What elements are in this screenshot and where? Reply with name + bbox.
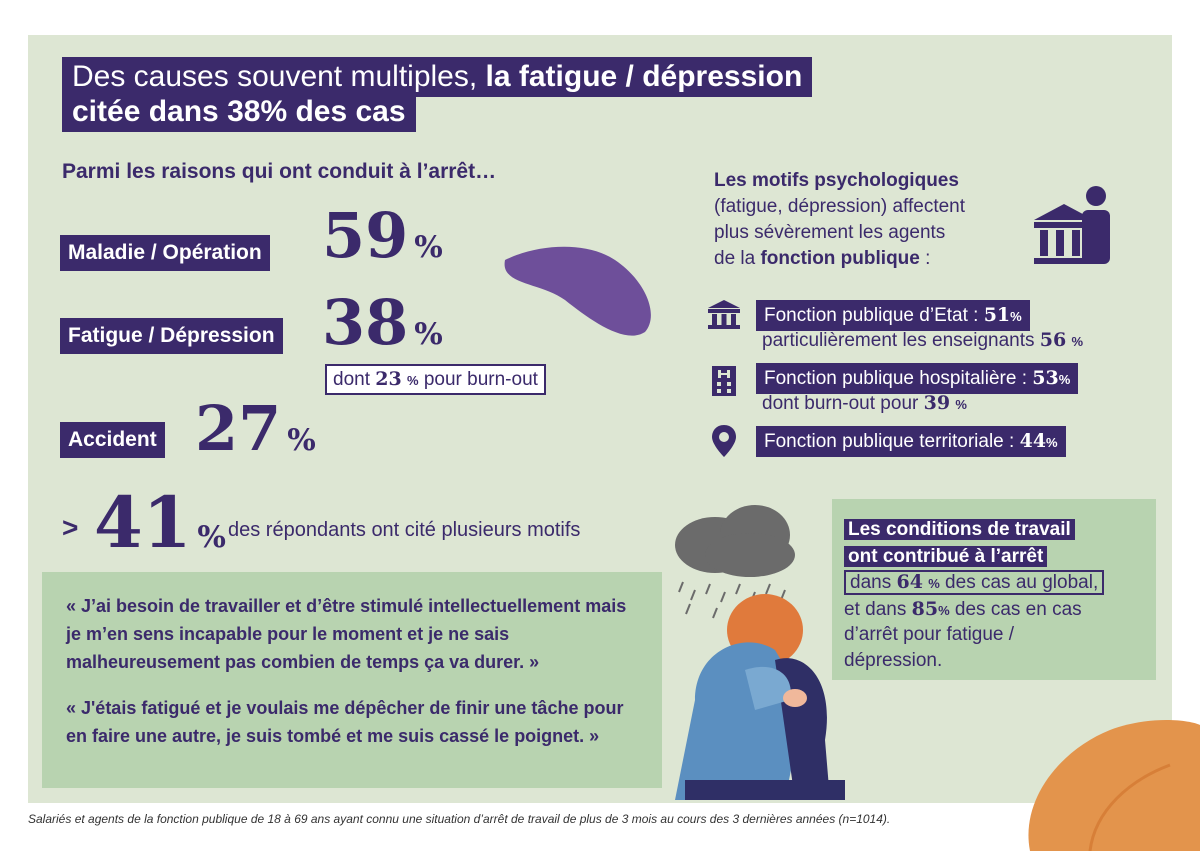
sad-person-illustration (675, 505, 845, 800)
reason-label-fatigue: Fatigue / Dépression (60, 318, 283, 354)
chevron-right-icon: > (62, 512, 79, 543)
fp-etat-sub: particulièrement les enseignants 56 % (762, 329, 1084, 351)
reason-value-maladie: 59% (322, 199, 443, 272)
reason-value-accident: 27% (195, 392, 316, 465)
hospital-building-icon (712, 366, 736, 396)
quotes-box (42, 572, 662, 788)
quote-1: « J’ai besoin de travailler et d’être st… (66, 596, 627, 672)
rain-cloud-icon (675, 505, 795, 619)
reason-value-fatigue: 38% (322, 286, 443, 359)
title-line-1: Des causes souvent multiples, la fatigue… (62, 57, 813, 97)
multi-text: des répondants ont cité plusieurs motifs (228, 519, 581, 541)
conditions-line-4: et dans 85% des cas en cas (844, 598, 1082, 620)
government-building-icon (708, 300, 740, 329)
reason-label-maladie: Maladie / Opération (60, 235, 270, 271)
footnote: Salariés et agents de la fonction publiq… (28, 812, 891, 826)
civil-servant-icon (1034, 186, 1110, 264)
psych-heading: Les motifs psychologiques (fatigue, dépr… (714, 170, 966, 269)
title-line-2: citée dans 38% des cas (62, 92, 416, 132)
fp-hospitaliere-sub: dont burn-out pour 39 % (762, 392, 967, 414)
fp-etat-label: Fonction publique d’Etat : 51% (756, 300, 1030, 331)
leaf-decoration (1028, 720, 1200, 851)
fp-hospitaliere-label: Fonction publique hospitalière : 53% (756, 363, 1079, 394)
quote-2: « J'étais fatigué et je voulais me dépêc… (66, 698, 624, 746)
fp-territoriale-label: Fonction publique territoriale : 44% (756, 426, 1066, 457)
reasons-heading: Parmi les raisons qui ont conduit à l’ar… (62, 160, 497, 183)
location-pin-icon (712, 425, 736, 457)
conditions-line-2: ont contribué à l’arrêt (844, 545, 1048, 569)
multi-value: 41% (94, 481, 226, 564)
conditions-line-5: d’arrêt pour fatigue / (844, 624, 1015, 645)
conditions-line-3: dans 64 % des cas au global, (844, 570, 1105, 596)
reason-label-accident: Accident (60, 422, 165, 458)
conditions-line-6: dépression. (844, 650, 943, 671)
burnout-note: dont 23 % pour burn-out (325, 364, 546, 395)
conditions-line-1: Les conditions de travail (844, 518, 1075, 542)
decorative-blob (504, 246, 651, 336)
